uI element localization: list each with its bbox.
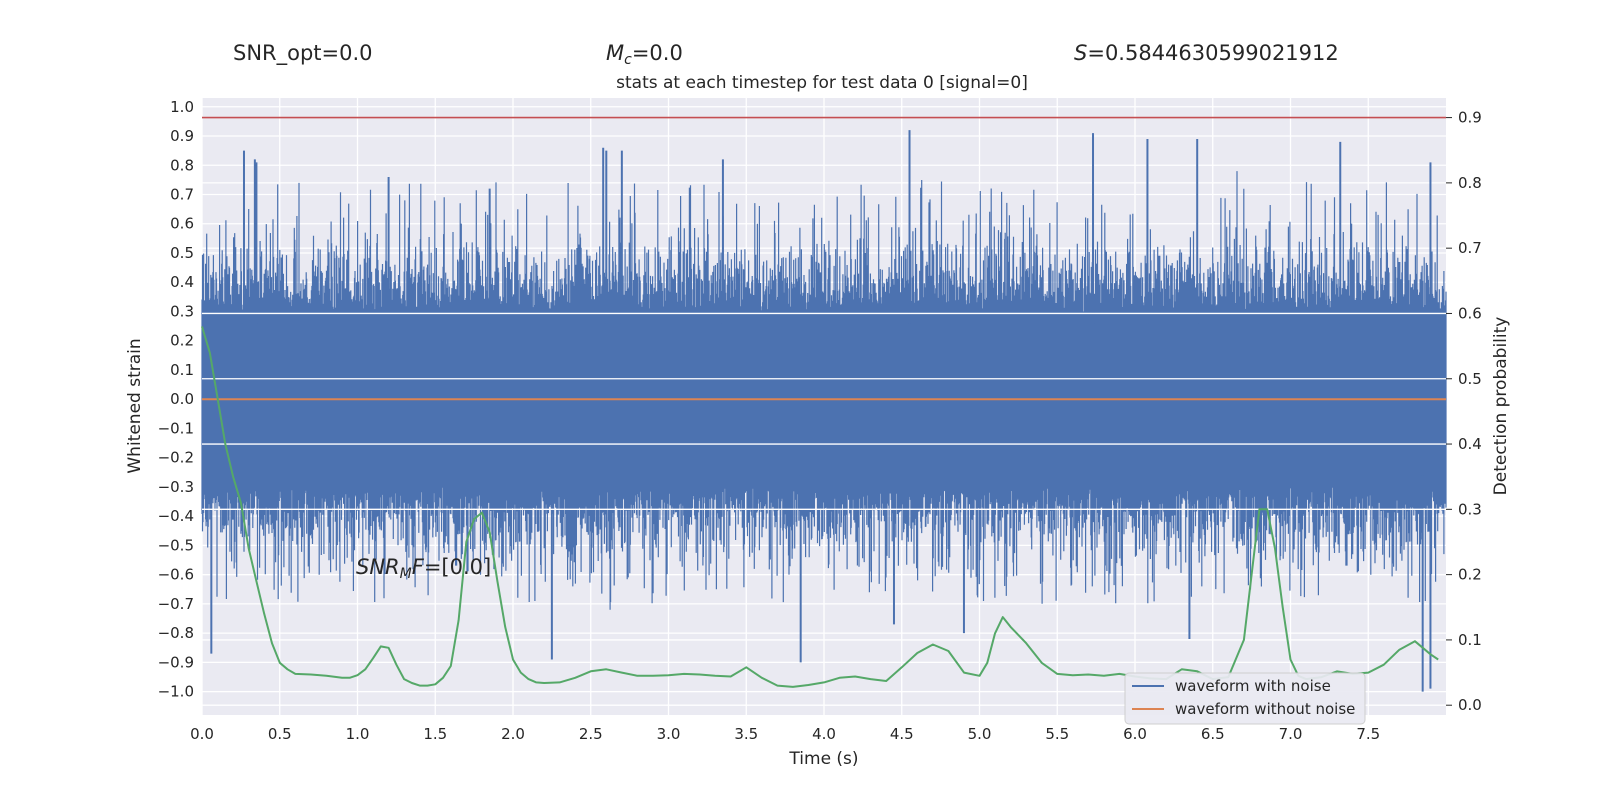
y-tick-label: −0.2 — [158, 449, 194, 467]
y2-tick-label: 0.5 — [1458, 370, 1482, 388]
x-tick-label: 0.0 — [190, 725, 214, 743]
legend-box — [1124, 672, 1366, 725]
y-tick-label: 0.1 — [170, 361, 194, 379]
y2-tick-label: 0.0 — [1458, 696, 1482, 714]
legend: waveform with noise waveform without noi… — [1124, 672, 1366, 725]
y2-tick-label: 0.1 — [1458, 631, 1482, 649]
chirp-mass-label: Mc=0.0 — [606, 41, 683, 68]
y-tick-label: −0.9 — [158, 653, 194, 671]
y2-tick-label: 0.7 — [1458, 239, 1482, 257]
y2-tick-label: 0.9 — [1458, 109, 1482, 127]
x-tick-label: 6.0 — [1123, 725, 1147, 743]
y-tick-label: 0.2 — [170, 332, 194, 350]
y-tick-label: 0.9 — [170, 127, 194, 145]
y-tick-label: −0.1 — [158, 419, 194, 437]
legend-label-noise: waveform with noise — [1175, 677, 1331, 695]
y-tick-label: 1.0 — [170, 98, 194, 116]
x-tick-label: 2.5 — [579, 725, 603, 743]
axis-ticks: 0.0 0.5 1.0 1.5 2.0 2.5 3.0 3.5 4.0 4.5 5.0 5.5 6.0 6… — [158, 98, 1482, 743]
y-tick-label: −0.3 — [158, 478, 194, 496]
x-tick-label: 2.0 — [501, 725, 525, 743]
x-tick-label: 5.5 — [1045, 725, 1069, 743]
snr-mf-annotation: SNRMF=[0.0] — [356, 555, 491, 582]
x-tick-label: 1.5 — [423, 725, 447, 743]
score-label: S=0.5844630599021912 — [1074, 41, 1339, 65]
legend-label-clean: waveform without noise — [1175, 700, 1355, 718]
x-tick-label: 1.0 — [346, 725, 370, 743]
chart-marks — [201, 116, 1446, 688]
y-axis-label: Whitened strain — [125, 338, 145, 473]
y-tick-label: 0.8 — [170, 156, 194, 174]
y2-tick-label: 0.3 — [1458, 500, 1482, 518]
y2-axis-label: Detection probability — [1491, 317, 1511, 496]
y2-tick-label: 0.8 — [1458, 174, 1482, 192]
probability-line — [201, 326, 1439, 688]
y-tick-label: 0.4 — [170, 273, 194, 291]
x-tick-label: 7.0 — [1279, 725, 1303, 743]
y-tick-label: −0.8 — [158, 624, 194, 642]
y2-tick-label: 0.4 — [1458, 435, 1482, 453]
x-tick-label: 3.5 — [734, 725, 758, 743]
y-tick-label: 0.3 — [170, 302, 194, 320]
x-tick-label: 4.5 — [890, 725, 914, 743]
y-tick-label: 0.6 — [170, 215, 194, 233]
x-tick-label: 5.0 — [968, 725, 992, 743]
y-tick-label: 0.0 — [170, 390, 194, 408]
chart-title: stats at each timestep for test data 0 [… — [616, 73, 1028, 93]
y-tick-label: −0.5 — [158, 536, 194, 554]
x-tick-label: 3.0 — [657, 725, 681, 743]
y-tick-label: −1.0 — [158, 683, 194, 701]
y-tick-label: 0.7 — [170, 185, 194, 203]
y-tick-label: −0.4 — [158, 507, 194, 525]
y2-tick-label: 0.6 — [1458, 304, 1482, 322]
y-tick-label: −0.6 — [158, 566, 194, 584]
x-tick-label: 7.5 — [1356, 725, 1380, 743]
x-tick-label: 6.5 — [1201, 725, 1225, 743]
x-axis-label: Time (s) — [788, 749, 858, 769]
x-tick-label: 4.0 — [812, 725, 836, 743]
y2-tick-label: 0.2 — [1458, 566, 1482, 584]
y-tick-label: 0.5 — [170, 244, 194, 262]
y-tick-label: −0.7 — [158, 595, 194, 613]
x-tick-label: 0.5 — [268, 725, 292, 743]
snr-opt-label: SNR_opt=0.0 — [233, 41, 373, 66]
